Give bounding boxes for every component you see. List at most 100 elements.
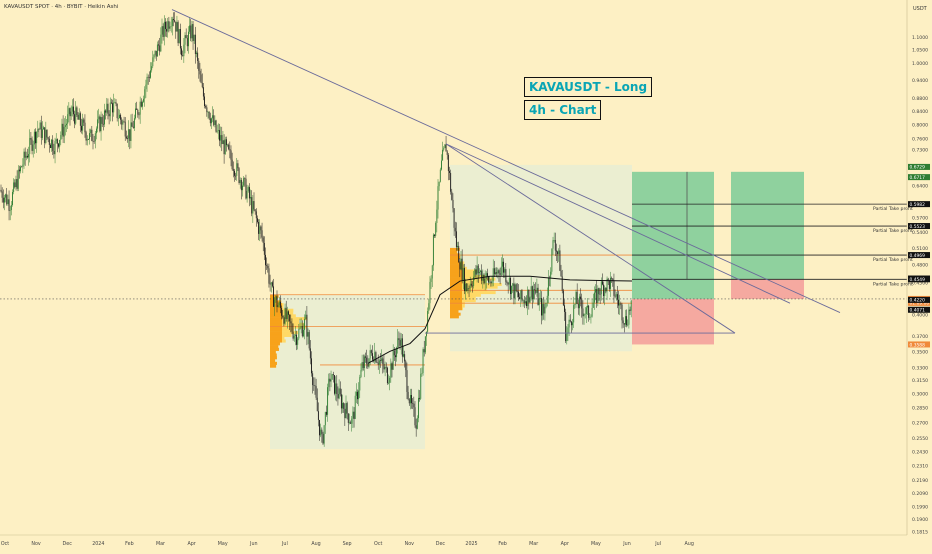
candle-body [412,403,414,404]
candle-body [473,276,475,287]
candle-body [353,411,355,419]
candle-body [73,106,74,115]
candle-body [505,269,507,282]
candle-body [551,248,553,272]
time-tick-label: Oct [374,541,382,547]
candle-body [220,135,222,141]
volume-profile-2025-bar [450,272,462,276]
candle-body [340,394,342,409]
candle-body [607,278,609,281]
price-badge[interactable] [908,223,930,230]
candle-body [186,38,188,47]
candle-body [622,320,624,324]
price-tick-label: 0.5100 [912,246,928,252]
candle-body [155,50,157,57]
candle-body [28,154,30,158]
candle-body [301,326,303,337]
price-badge[interactable] [908,276,930,283]
candle-body [138,114,140,116]
candle-body [113,102,115,113]
profit-zone-2[interactable] [731,171,804,280]
candle-body [366,357,368,364]
trendline-2[interactable] [445,143,791,304]
candle-body [30,138,32,140]
candle-body [265,254,266,266]
price-badge[interactable] [908,174,930,181]
candle-body [66,123,67,126]
price-badge[interactable] [908,296,930,303]
candle-body [276,296,278,308]
candle-body [170,26,172,27]
candle-body [5,194,7,198]
candle-body [530,286,532,298]
volume-profile-2025-bar [450,309,459,313]
candle-body [443,147,445,150]
price-badge[interactable] [908,306,930,313]
candle-body [460,258,462,270]
candle-body [133,118,135,129]
trendline-3[interactable] [445,143,736,334]
candle-body [336,383,338,395]
candle-body [190,25,192,39]
candle-body [206,107,208,113]
candle-body [625,316,626,325]
candle-body [201,82,203,88]
candle-body [492,268,494,282]
trendline-1[interactable] [171,9,841,313]
candle-body [284,307,286,324]
range-box-2025 [450,164,632,352]
candle-body [297,338,299,345]
candle-body [335,383,337,394]
candle-body [100,117,102,132]
price-tick-label: 0.5700 [912,215,928,221]
candle-body [39,122,41,130]
candle-body [447,154,449,172]
timeframe-annotation[interactable]: 4h - Chart [524,100,602,120]
price-badge[interactable] [908,252,930,259]
candle-body [556,250,557,252]
title-annotation[interactable]: KAVAUSDT - Long [524,77,653,97]
price-badge-text: 0.4969 [910,253,926,259]
candle-body [354,395,356,419]
loss-zone-1[interactable] [632,298,714,345]
price-tick-label: 0.4800 [912,263,928,269]
candle-body [232,169,234,171]
price-badge-text: 01:09:00 [910,301,930,307]
candle-body [56,139,58,144]
candle-body [623,323,625,325]
time-tick-label: Sep [343,541,352,547]
candle-body [165,21,166,29]
candle-body [558,250,560,255]
candle-body [63,126,65,137]
volume-profile-2024-bar [282,333,292,337]
candle-body [2,197,4,203]
volume-profile-2024-bar [270,314,282,318]
price-badge[interactable] [908,341,930,348]
price-badge[interactable] [908,163,930,170]
volume-profile-2025-bar [450,296,462,300]
candle-body [527,289,529,307]
candle-body [15,179,17,188]
price-badge[interactable] [908,201,930,208]
time-tick-label: Nov [405,541,415,547]
candle-body [243,178,245,186]
candle-body [316,397,318,412]
candle-body [240,180,242,191]
candle-body [250,197,251,199]
profit-zone-1[interactable] [632,171,714,299]
candle-body [547,277,549,296]
price-badge-text: 0.4220 [910,298,926,304]
candle-body [124,121,126,137]
candle-body [569,319,571,322]
candle-body [184,35,186,45]
candle-body [59,139,61,147]
candle-body [135,108,136,119]
candle-body [303,329,304,337]
candle-body [441,160,442,170]
loss-zone-2[interactable] [731,279,804,299]
candle-body [339,388,341,395]
candle-body [90,129,92,134]
volume-profile-2024-bar [270,345,279,349]
candle-body [358,390,360,400]
